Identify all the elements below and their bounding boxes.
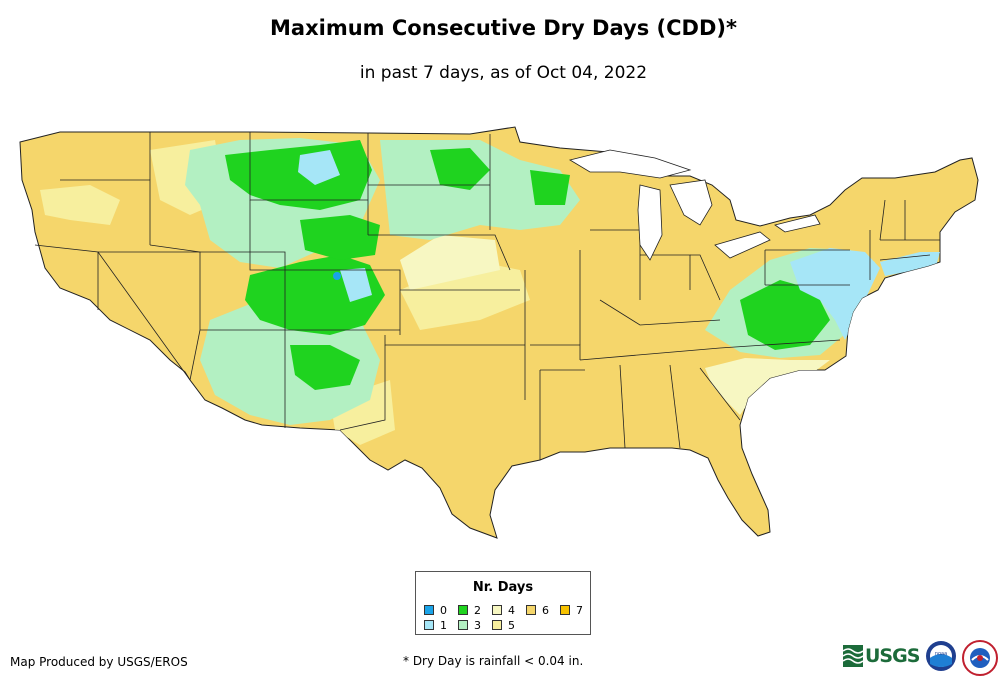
legend-label-2: 2 [474,603,481,617]
legend-label-1: 1 [440,618,447,632]
usgs-logo-text: USGS [865,645,920,667]
legend-swatch-2 [458,605,468,615]
noaa-emblem-icon: noaa [926,641,956,671]
lake-huron [669,179,713,226]
legend-swatch-5 [492,620,502,630]
legend-swatch-3 [458,620,468,630]
usgs-wave-icon [843,645,863,667]
legend-item-3: 3 [458,618,481,632]
footnote-text: * Dry Day is rainfall < 0.04 in. [403,654,584,668]
legend-item-5: 5 [492,618,515,632]
zone-5-days-west [40,185,120,225]
lake-erie [714,231,771,259]
zone-2-days-wyoming [300,215,380,260]
legend-swatch-4 [492,605,502,615]
legend-item-7: 7 [560,603,583,617]
map-title: Maximum Consecutive Dry Days (CDD)* [270,16,737,40]
nws-logo [962,640,998,680]
zone-2-days-appalachia [740,280,830,350]
map-subtitle: in past 7 days, as of Oct 04, 2022 [359,63,648,83]
legend-swatch-6 [526,605,536,615]
zone-2-days-sd [430,148,490,190]
legend-item-2: 2 [458,603,481,617]
usgs-logo: USGS [843,642,920,670]
lake-superior [568,149,692,179]
zone-0-days-colorado [333,272,341,280]
zone-1-day-new-england [880,252,940,276]
zone-4-days-nebraska [400,235,500,290]
noaa-logo: noaa [925,640,957,676]
zone-3-days-dakotas [380,140,580,240]
zone-2-days-montana [225,140,372,210]
legend-title: Nr. Days [472,580,534,595]
legend-item-6: 6 [526,603,549,617]
legend-swatch-0 [424,605,434,615]
legend-swatch-1 [424,620,434,630]
legend-label-6: 6 [542,603,549,617]
legend-label-3: 3 [474,618,481,632]
legend-label-7: 7 [576,603,583,617]
legend: Nr. Days 0 1 2 3 4 5 6 7 [415,571,591,635]
legend-swatch-7 [560,605,570,615]
legend-item-0: 0 [424,603,447,617]
legend-label-4: 4 [508,603,515,617]
state-borders [34,132,940,460]
zone-1-day-montana [298,150,340,185]
legend-item-4: 4 [492,603,515,617]
legend-item-1: 1 [424,618,447,632]
nws-emblem-icon [962,640,998,676]
lake-ontario [774,214,821,233]
zone-2-days-mn [530,170,570,205]
zone-1-day-mid-atlantic [790,248,880,340]
legend-label-0: 0 [440,603,447,617]
credit-text: Map Produced by USGS/EROS [10,655,188,669]
legend-label-5: 5 [508,618,515,632]
zone-1-day-wyoming [340,268,372,302]
zone-2-days-nm [290,345,360,390]
lake-michigan [637,184,663,261]
noaa-logo-text: noaa [935,651,947,657]
